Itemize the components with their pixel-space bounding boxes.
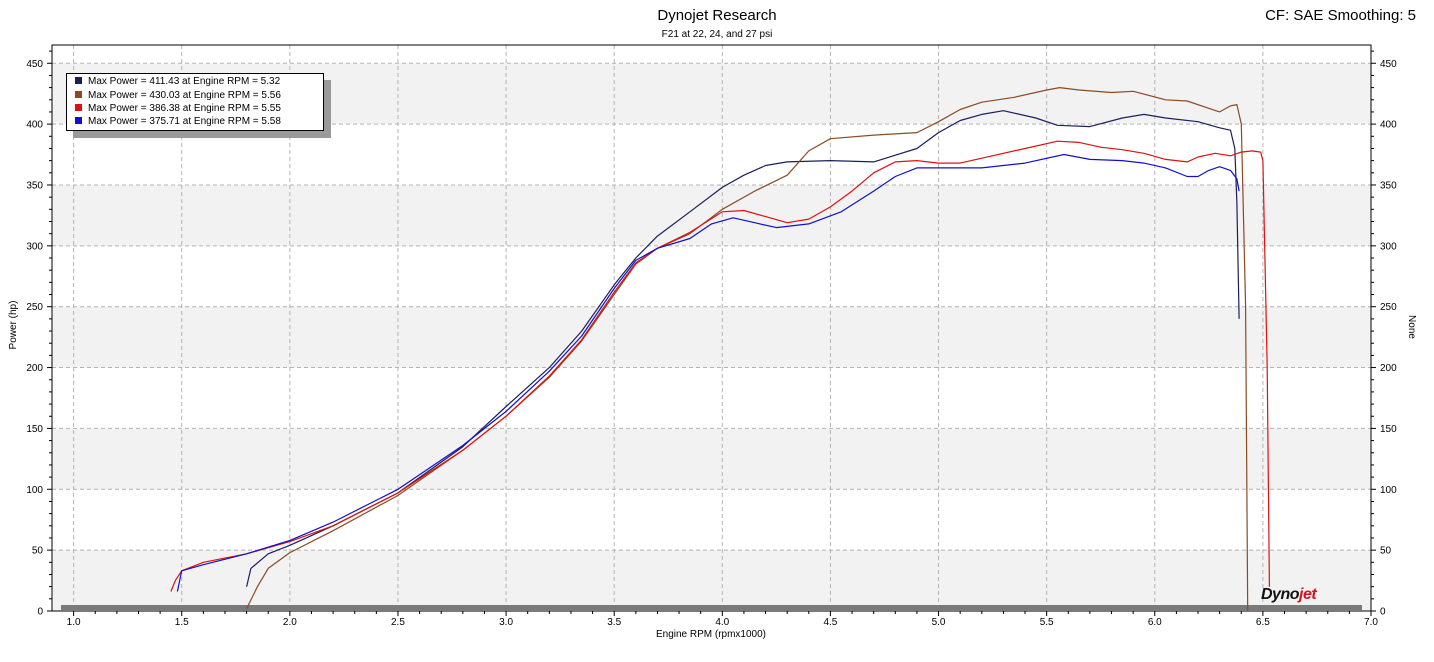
y-tick-label: 250: [26, 302, 43, 313]
x-tick-label: 5.5: [1040, 617, 1054, 628]
y-tick-label: 100: [26, 485, 43, 496]
y-axis-label: Power (hp): [8, 301, 19, 350]
y2-tick-label: 450: [1380, 59, 1397, 70]
dynojet-logo: Dynojet: [1261, 586, 1361, 606]
plot-band: [52, 550, 1371, 611]
chart-title: Dynojet Research: [657, 7, 777, 24]
plot-band: [52, 184, 1371, 246]
x-axis-ticks: 1.0 1.5 2.0 2.5 3.0 3.5 4.0 4.5 5.0 5.5 6.0 6.5 7.0: [67, 611, 1378, 628]
plot-band: [52, 428, 1371, 490]
x-tick-label: 4.5: [823, 617, 837, 628]
legend-item: Max Power = 375.71 at Engine RPM = 5.58: [75, 115, 281, 129]
x-tick-label: 3.5: [607, 617, 621, 628]
y2-axis-ticks: 0 50 100 150 200 250 300 350 400 450: [1371, 50, 1397, 618]
y-tick-label: 450: [26, 59, 43, 70]
legend-label: Max Power = 430.03 at Engine RPM = 5.56: [88, 90, 281, 101]
legend-item: Max Power = 386.38 at Engine RPM = 5.55: [75, 102, 281, 116]
x-tick-label: 3.0: [499, 617, 513, 628]
legend-item: Max Power = 430.03 at Engine RPM = 5.56: [75, 89, 281, 103]
legend-label: Max Power = 411.43 at Engine RPM = 5.32: [88, 76, 281, 87]
legend-swatch: [75, 90, 82, 98]
logo-wordmark: Dynojet: [1261, 586, 1317, 603]
legend-swatch: [75, 103, 82, 111]
plot-grid: [52, 45, 1372, 611]
data-lines: [170, 87, 1270, 612]
y2-tick-label: 150: [1380, 424, 1397, 435]
y-tick-label: 50: [32, 546, 44, 557]
legend-swatch: [75, 76, 82, 84]
y2-tick-label: 400: [1380, 120, 1397, 131]
y2-tick-label: 100: [1380, 485, 1397, 496]
correction-factor-label: CF: SAE Smoothing: 5: [1265, 7, 1416, 24]
y-tick-label: 300: [26, 241, 43, 252]
series-line-0: [246, 110, 1240, 587]
plot-bottom-band: [61, 605, 1362, 612]
x-tick-label: 6.5: [1256, 617, 1270, 628]
x-tick-label: 6.0: [1148, 617, 1162, 628]
y2-tick-label: 200: [1380, 363, 1397, 374]
y-tick-label: 200: [26, 363, 43, 374]
y-axis-ticks: 0 50 100 150 200 250 300 350 400 450: [26, 50, 52, 618]
chart-legend: Max Power = 411.43 at Engine RPM = 5.32 …: [66, 73, 324, 131]
x-tick-label: 2.5: [391, 617, 405, 628]
y2-axis-label: None: [1406, 315, 1417, 339]
series-line-2: [170, 140, 1270, 592]
y-tick-label: 0: [37, 607, 43, 618]
y2-tick-label: 50: [1380, 546, 1392, 557]
x-tick-label: 2.0: [283, 617, 297, 628]
y-tick-label: 400: [26, 120, 43, 131]
y2-tick-label: 300: [1380, 241, 1397, 252]
legend-swatch: [75, 116, 82, 124]
plot-band: [52, 306, 1371, 368]
x-tick-label: 5.0: [932, 617, 946, 628]
plot-frame: [51, 44, 1372, 612]
x-tick-label: 1.5: [175, 617, 189, 628]
y2-tick-label: 350: [1380, 180, 1397, 191]
x-axis-label: Engine RPM (rpmx1000): [656, 629, 766, 640]
legend-label: Max Power = 386.38 at Engine RPM = 5.55: [88, 103, 281, 114]
y-tick-label: 350: [26, 180, 43, 191]
x-tick-label: 4.0: [715, 617, 729, 628]
y2-tick-label: 0: [1380, 607, 1386, 618]
legend-label: Max Power = 375.71 at Engine RPM = 5.58: [88, 116, 281, 127]
plot-bands: [52, 45, 1371, 611]
chart-subtitle: F21 at 22, 24, and 27 psi: [661, 29, 773, 40]
series-line-3: [176, 153, 1240, 592]
x-tick-label: 7.0: [1364, 617, 1378, 628]
legend-item: Max Power = 411.43 at Engine RPM = 5.32: [75, 75, 280, 89]
x-tick-label: 1.0: [67, 617, 81, 628]
y-tick-label: 150: [26, 424, 43, 435]
y2-tick-label: 250: [1380, 302, 1397, 313]
